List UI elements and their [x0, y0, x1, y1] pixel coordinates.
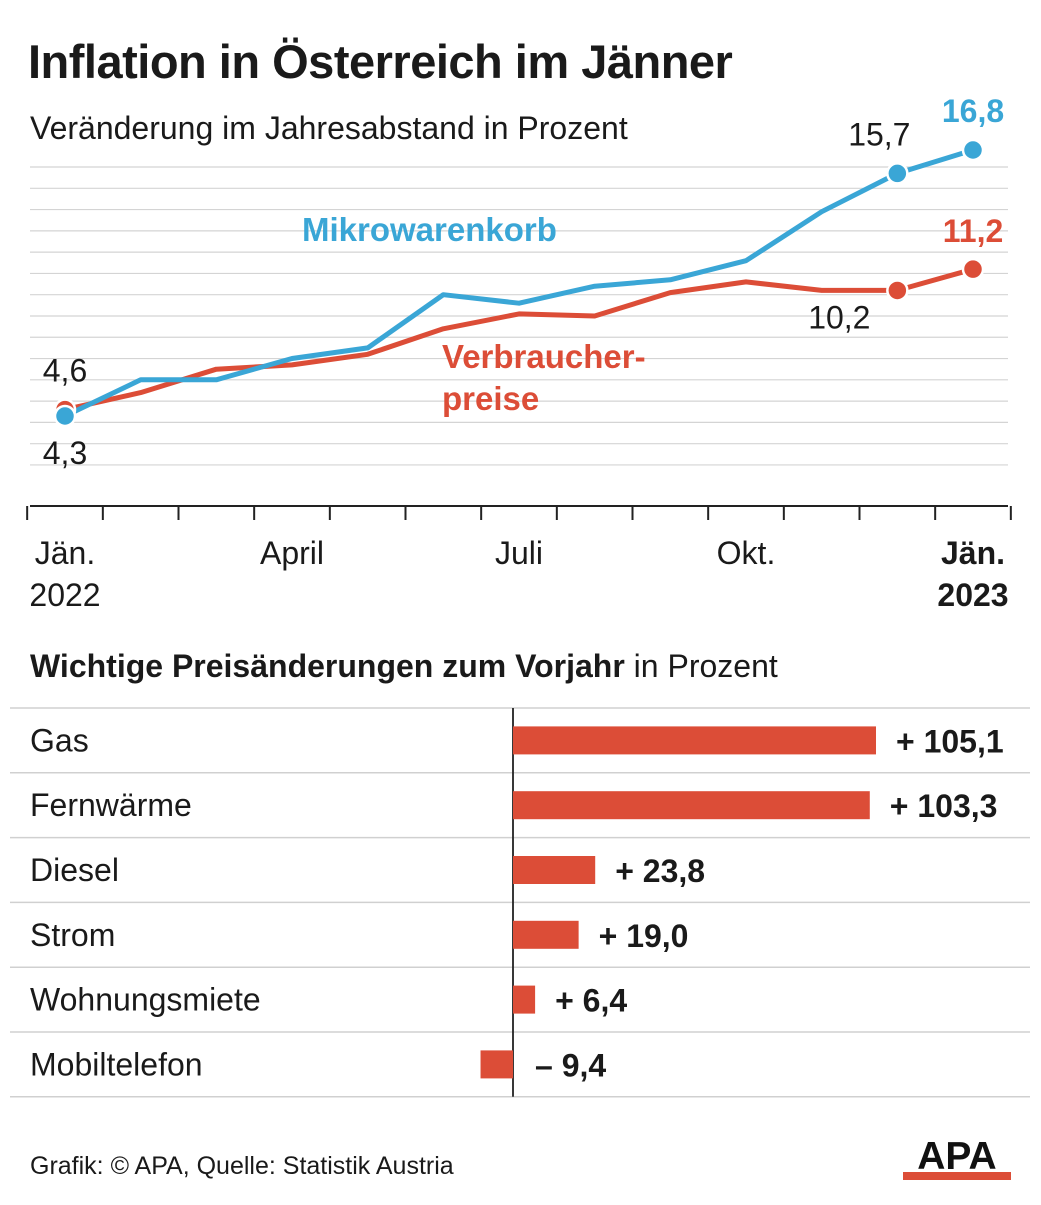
apa-logo-bar: [903, 1172, 1011, 1180]
series-label-mikrowarenkorb: Mikrowarenkorb: [302, 211, 557, 248]
bar-value-label: + 6,4: [555, 983, 627, 1019]
bar-value-label: + 103,3: [890, 788, 998, 824]
x-tick-label-year: 2022: [29, 577, 100, 613]
page-subtitle: Veränderung im Jahresabstand in Prozent: [30, 110, 628, 146]
data-label: 11,2: [943, 213, 1004, 249]
bar-chart: Gas + 105,1 Fernwärme + 103,3 Diesel + 23,8 St…: [10, 707, 1030, 1098]
series-label-verbraucherpreise: Verbraucher-: [442, 338, 646, 375]
data-label: 10,2: [808, 299, 870, 335]
bar: [513, 985, 536, 1014]
bar-value-label: + 105,1: [896, 723, 1004, 759]
data-point-marker: [886, 162, 909, 185]
bar: [513, 920, 579, 949]
x-tick-label-year: 2023: [937, 577, 1008, 613]
data-point-marker: [886, 279, 909, 302]
bar-category-label: Strom: [30, 917, 115, 953]
data-point-marker: [961, 138, 985, 162]
x-tick-label: Okt.: [717, 535, 776, 571]
bar: [513, 791, 870, 820]
bar-value-label: – 9,4: [535, 1047, 606, 1083]
bar-category-label: Gas: [30, 722, 89, 758]
bar: [513, 726, 876, 755]
series-label-verbraucherpreise-2: preise: [442, 380, 539, 417]
bar-category-label: Mobiltelefon: [30, 1046, 203, 1082]
data-label: 4,3: [43, 435, 87, 471]
bar: [513, 856, 596, 884]
apa-logo-text: APA: [917, 1135, 996, 1178]
data-label: 15,7: [848, 116, 910, 152]
bar-category-label: Diesel: [30, 852, 119, 888]
series-line-mikrowarenkorb: [62, 147, 976, 419]
line-chart: Jän. 2022 April Juli Okt. Jän. 2023 4,3 15,7 16,8…: [26, 93, 1012, 613]
x-tick-label: Jän.: [35, 535, 95, 571]
x-tick-label: Juli: [495, 535, 543, 571]
data-label: 4,6: [43, 353, 87, 389]
bar-chart-title-bold: Wichtige Preisänderungen zum Vorjahr: [30, 648, 625, 684]
bar-chart-title: Wichtige Preisänderungen zum Vorjahr in …: [30, 648, 778, 685]
data-label: 16,8: [942, 93, 1004, 129]
bar: [480, 1050, 513, 1079]
bar-value-label: + 19,0: [599, 918, 689, 954]
data-point-marker: [961, 257, 985, 281]
bar-value-label: + 23,8: [615, 853, 705, 889]
x-tick-label: April: [260, 535, 324, 571]
bar-chart-title-regular: in Prozent: [624, 648, 778, 684]
x-tick-label: Jän.: [941, 535, 1005, 571]
source-credit: Grafik: © APA, Quelle: Statistik Austria: [30, 1152, 454, 1180]
data-point-marker: [53, 404, 77, 428]
apa-logo: APA: [903, 1135, 1011, 1180]
page-title: Inflation in Österreich im Jänner: [28, 35, 733, 88]
series-line-verbraucherpreise: [62, 266, 976, 413]
bar-category-label: Wohnungsmiete: [30, 982, 261, 1018]
bar-category-label: Fernwärme: [30, 787, 192, 823]
